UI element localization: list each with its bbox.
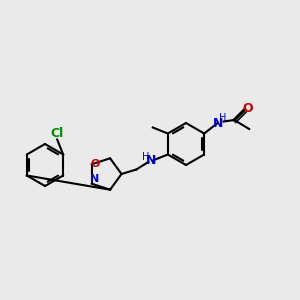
Text: N: N <box>91 174 100 184</box>
Text: O: O <box>90 159 100 169</box>
Text: N: N <box>146 154 157 167</box>
Text: N: N <box>212 116 223 130</box>
Text: Cl: Cl <box>51 127 64 140</box>
Text: O: O <box>242 101 253 115</box>
Text: H: H <box>219 112 227 123</box>
Text: H: H <box>142 152 149 162</box>
